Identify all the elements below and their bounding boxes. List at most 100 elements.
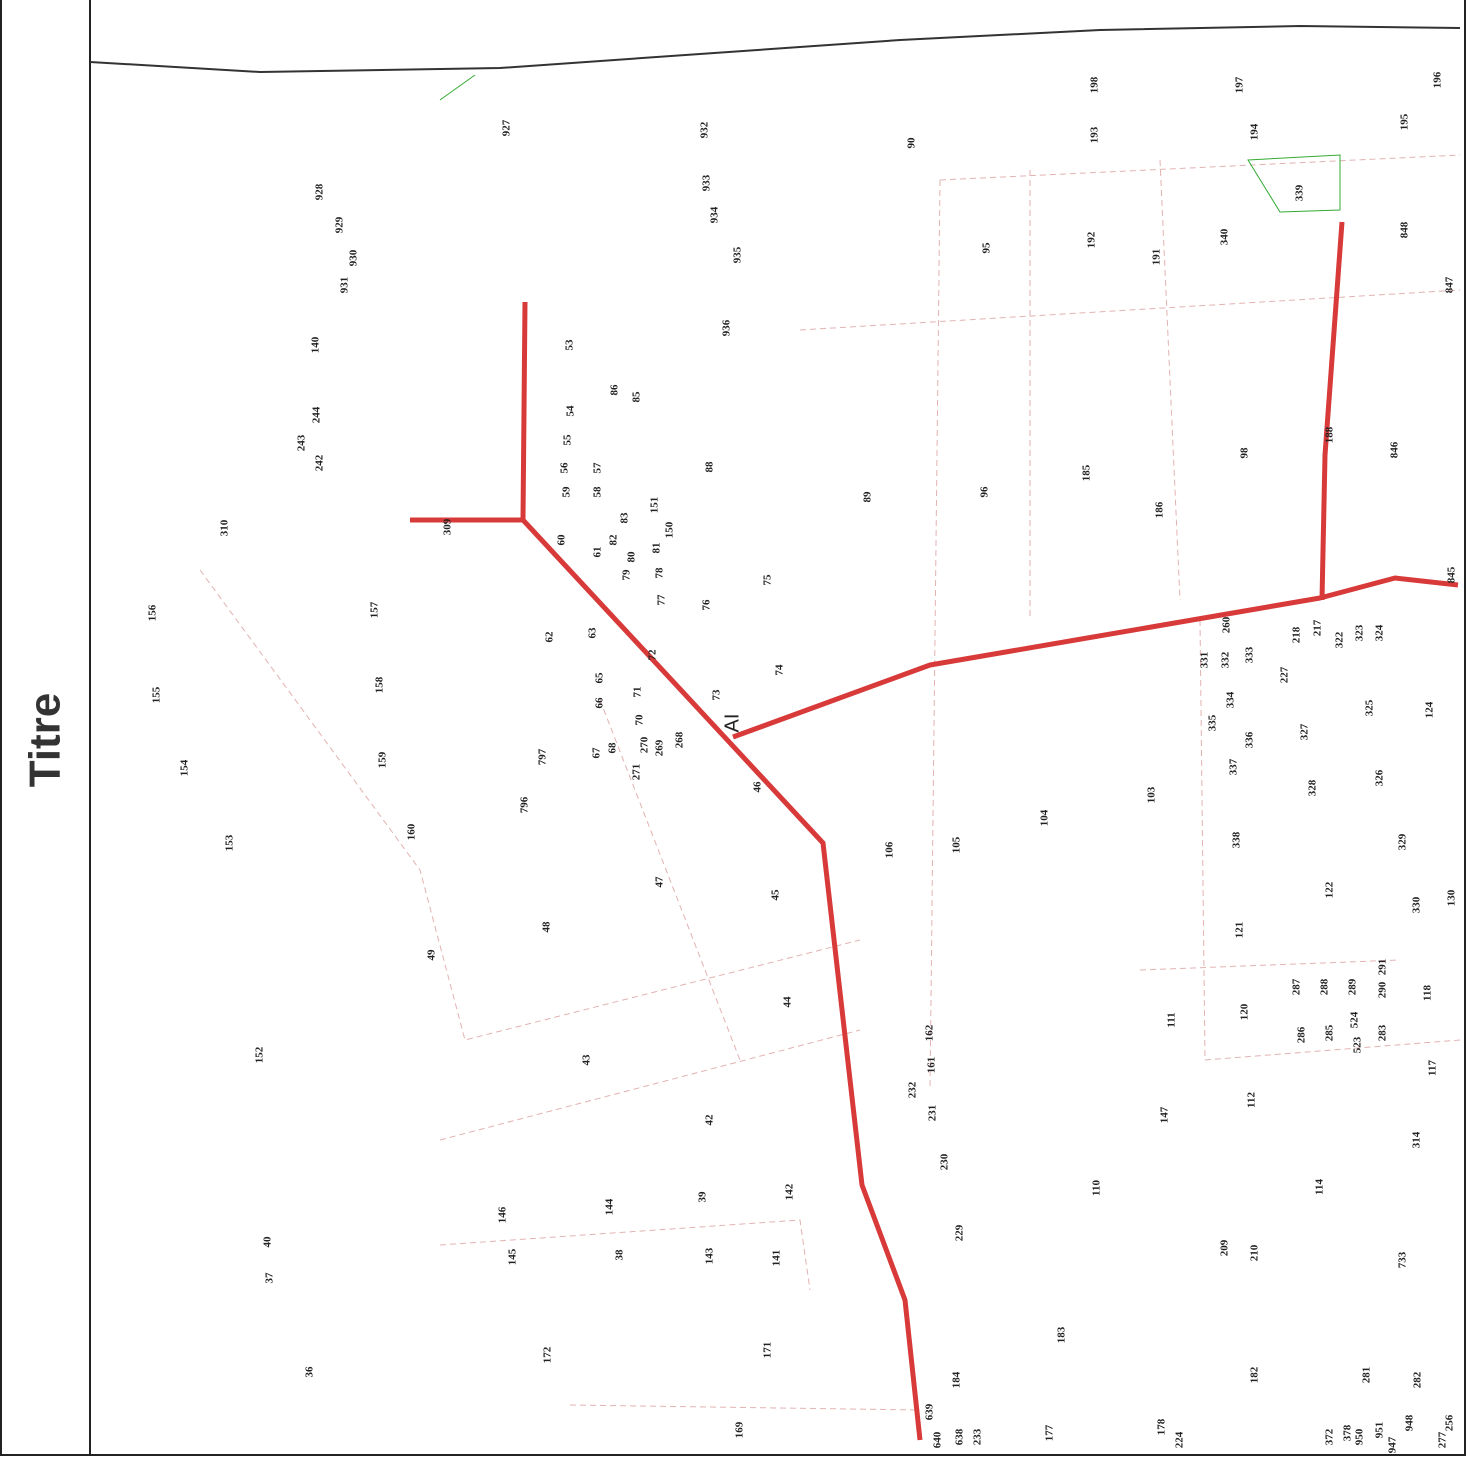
parcel-number: 928: [314, 183, 326, 200]
parcel-number: 934: [709, 206, 721, 223]
parcel-number: 290: [1377, 981, 1389, 998]
parcel-number: 47: [654, 876, 666, 888]
parcel-number: 150: [664, 521, 676, 538]
parcel-number: 330: [1411, 896, 1423, 913]
parcel-number: 640: [932, 1431, 944, 1448]
parcel-line: [1139, 959, 1401, 971]
title: Titre: [21, 693, 70, 788]
parcel-number: 184: [951, 1371, 963, 1388]
parcel-number: 158: [374, 676, 386, 693]
parcel-number: 337: [1228, 758, 1240, 775]
boundary: [89, 24, 1461, 74]
parcel-number: 188: [1324, 426, 1336, 443]
parcel-number: 81: [651, 543, 663, 554]
parcel-number: 244: [311, 406, 323, 423]
parcel-number: 183: [1056, 1326, 1068, 1343]
parcel-number: 193: [1089, 126, 1101, 143]
parcel-number: 62: [544, 631, 556, 643]
parcel-number: 334: [1225, 691, 1237, 708]
parcel-number: 329: [1397, 833, 1409, 850]
parcel-number: 110: [1091, 1180, 1103, 1196]
parcel-number: 333: [1244, 646, 1256, 663]
parcel-line: [599, 699, 741, 1061]
road: [1319, 221, 1345, 601]
parcel-number: 75: [762, 574, 774, 586]
parcel-number: 286: [1296, 1026, 1308, 1043]
parcel-number: 104: [1039, 809, 1051, 826]
parcel-number: 172: [542, 1346, 554, 1363]
parcel-number: 160: [406, 823, 418, 840]
parcel-number: 932: [699, 121, 711, 138]
parcel-number: 336: [1244, 731, 1256, 748]
parcel-number: 797: [537, 748, 549, 765]
parcel-number: 846: [1389, 441, 1401, 458]
parcel-number: 196: [1432, 71, 1444, 88]
road: [520, 301, 528, 521]
parcel-number: 112: [1246, 1092, 1258, 1108]
parcel-number: 328: [1307, 779, 1319, 796]
parcel-number: 46: [752, 781, 764, 793]
parcel-number: 283: [1377, 1024, 1389, 1041]
parcel-number: 153: [224, 834, 236, 851]
parcel-number: 378: [1342, 1424, 1354, 1441]
parcel-number: 933: [701, 174, 713, 191]
parcel-number: 271: [631, 764, 643, 781]
parcel-line: [439, 1029, 861, 1141]
parcel-number: 77: [656, 594, 668, 606]
parcel-number: 79: [621, 569, 633, 581]
parcel-number: 210: [1249, 1244, 1261, 1261]
parcel-number: 37: [264, 1272, 276, 1284]
parcel-number: 53: [564, 339, 576, 351]
parcel-number: 71: [632, 687, 644, 698]
parcel-number: 44: [782, 996, 794, 1008]
parcel-number: 49: [426, 949, 438, 961]
parcel-line: [569, 1404, 921, 1411]
parcel-number: 88: [704, 461, 716, 473]
parcel-number: 848: [1399, 221, 1411, 238]
parcel-number: 57: [592, 462, 604, 474]
parcel-number: 98: [1239, 447, 1251, 459]
parcel-number: 324: [1374, 624, 1386, 641]
parcel-number: 197: [1234, 76, 1246, 93]
parcel-number: 260: [1221, 616, 1233, 633]
parcel-number: 194: [1249, 123, 1261, 140]
parcel-number: 124: [1424, 701, 1436, 718]
parcel-number: 256: [1444, 1414, 1456, 1431]
parcel-number: 327: [1299, 723, 1311, 740]
parcel-number: 332: [1220, 651, 1232, 668]
parcel-number: 948: [1404, 1414, 1416, 1431]
road: [410, 517, 923, 1441]
building: [1247, 154, 1341, 213]
parcel-number: 186: [1154, 501, 1166, 518]
parcel-number: 96: [979, 486, 991, 498]
parcel-number: 114: [1314, 1179, 1326, 1195]
parcel-number: 930: [348, 249, 360, 266]
parcel-number: 146: [497, 1206, 509, 1223]
parcel-number: 159: [377, 751, 389, 768]
parcel-line: [929, 179, 941, 1091]
parcel-line: [1159, 159, 1181, 601]
parcel-number: 141: [771, 1250, 783, 1267]
parcel-number: 338: [1231, 831, 1243, 848]
parcel-number: 144: [604, 1198, 616, 1215]
parcel-number: 55: [562, 434, 574, 446]
parcel-number: 270: [639, 736, 651, 753]
parcel-number: 117: [1427, 1060, 1439, 1076]
parcel-number: 58: [592, 486, 604, 498]
parcel-number: 171: [762, 1342, 774, 1359]
parcel-number: 156: [147, 604, 159, 621]
parcel-number: 242: [314, 454, 326, 471]
parcel-lines: [199, 154, 1461, 1411]
parcel-number: 936: [721, 319, 733, 336]
parcel-number: 82: [608, 534, 620, 546]
parcel-number: 59: [561, 486, 573, 498]
parcel-number: 118: [1422, 985, 1434, 1001]
parcel-number: 331: [1199, 652, 1211, 669]
parcel-number: 111: [1166, 1012, 1178, 1027]
parcel-number: 90: [906, 137, 918, 149]
parcel-number: 192: [1086, 231, 1098, 248]
parcel-number: 66: [594, 697, 606, 709]
parcel-number: 335: [1207, 714, 1219, 731]
